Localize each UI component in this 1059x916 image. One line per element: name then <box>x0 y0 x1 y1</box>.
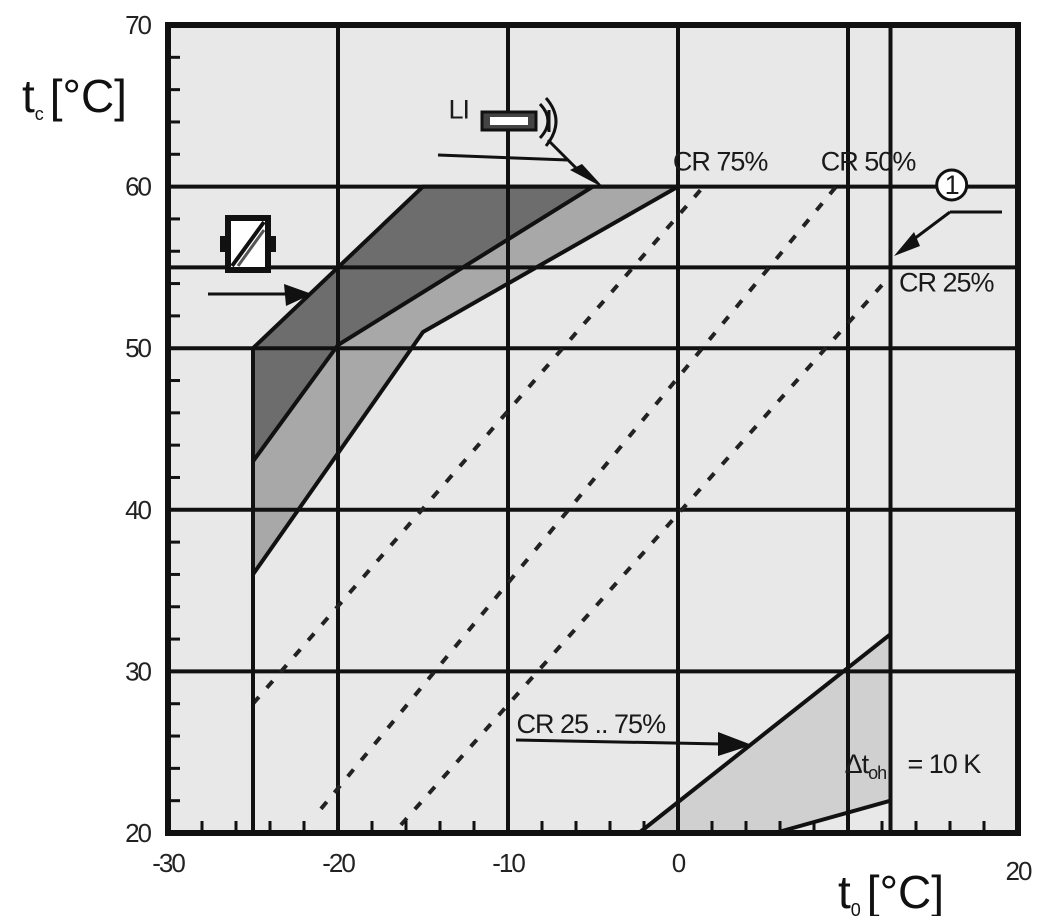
dashed-line-1 <box>251 185 706 706</box>
x-tick-label: -30 <box>152 848 185 878</box>
li-pointer-stem <box>546 138 580 172</box>
cr-75-limit <box>251 184 595 463</box>
y-tick-label: 50 <box>125 333 151 363</box>
delta-t-label-sub: oh <box>868 763 886 783</box>
li-pointer-arrow <box>570 164 604 188</box>
x-tick-label: 20 <box>1006 856 1032 886</box>
delta-t-limit <box>774 798 892 835</box>
y-tick-label: 40 <box>125 495 151 525</box>
marker-pointer-arrow <box>894 232 920 256</box>
annotation-label: CR 75% <box>673 146 769 176</box>
cr-range-pointer-line <box>515 738 723 746</box>
y-axis-title-sub: c <box>35 104 44 124</box>
cr-50-limit <box>251 184 679 576</box>
y-tick-label: 70 <box>125 10 151 40</box>
annotation-label: CR 50% <box>821 146 917 176</box>
liquid-injection-valve-icon <box>480 97 558 147</box>
compressor-icon <box>220 215 276 273</box>
li-pointer-line <box>437 153 569 162</box>
dashed-line-2 <box>319 185 838 811</box>
cr-range-pointer-arrow <box>718 732 752 756</box>
dashed-line-3 <box>399 274 892 827</box>
x-tick-label: -10 <box>492 848 525 878</box>
y-tick-label: 60 <box>125 172 151 202</box>
annotation-label: = 10 K <box>908 749 982 779</box>
y-axis-title: tc [°C] <box>22 70 127 124</box>
marker-pointer-diag <box>909 210 951 244</box>
compressor-pointer-arrow <box>284 284 312 306</box>
plot-frame <box>165 22 1021 836</box>
annotation-label: LI <box>449 95 470 125</box>
y-tick-label: 30 <box>125 656 151 686</box>
x-tick-label: 0 <box>672 848 686 878</box>
x-tick-label: -20 <box>322 848 355 878</box>
y-tick-label: 20 <box>125 818 151 848</box>
x-axis-title-sub: 0 <box>851 900 861 916</box>
annotation-label: CR 25 .. 75% <box>517 709 667 739</box>
annotation-label: CR 25% <box>899 268 995 298</box>
application-limit <box>251 184 678 833</box>
cr-25-75-lower-limit <box>637 632 892 835</box>
liquid-injection-region <box>253 186 593 462</box>
x-axis-title: t0 [°C] <box>838 866 944 916</box>
y-axis-title-unit: [°C] <box>50 70 127 122</box>
x-axis-title-unit: [°C] <box>867 866 944 916</box>
circle-marker-label: 1 <box>945 170 959 200</box>
circle-marker <box>935 168 969 202</box>
